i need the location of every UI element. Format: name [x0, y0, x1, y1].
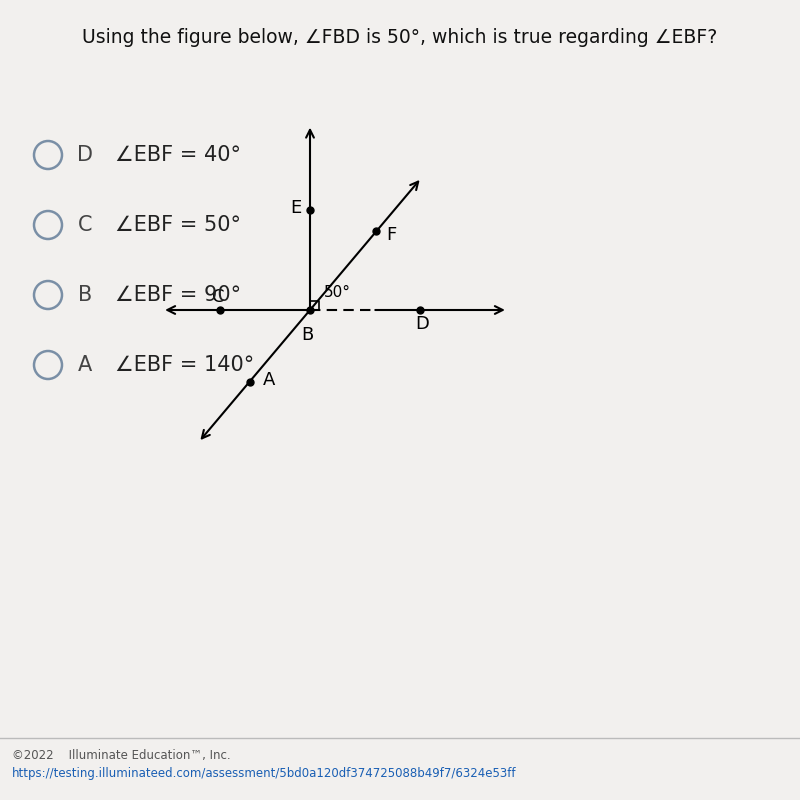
Text: F: F — [386, 226, 396, 245]
Text: ∠EBF = 50°: ∠EBF = 50° — [115, 215, 241, 235]
Text: A: A — [78, 355, 92, 375]
Text: E: E — [290, 199, 302, 217]
Text: D: D — [77, 145, 93, 165]
Text: B: B — [301, 326, 313, 344]
Text: Using the figure below, ∠FBD is 50°, which is true regarding ∠EBF?: Using the figure below, ∠FBD is 50°, whi… — [82, 28, 718, 47]
Text: B: B — [78, 285, 92, 305]
Text: 50°: 50° — [324, 285, 351, 300]
Text: https://testing.illuminateed.com/assessment/5bd0a120df374725088b49f7/6324e53ff: https://testing.illuminateed.com/assessm… — [12, 767, 517, 781]
Text: C: C — [78, 215, 92, 235]
Text: ∠EBF = 140°: ∠EBF = 140° — [115, 355, 254, 375]
Text: ∠EBF = 40°: ∠EBF = 40° — [115, 145, 241, 165]
Text: ∠EBF = 90°: ∠EBF = 90° — [115, 285, 241, 305]
Text: A: A — [262, 371, 275, 389]
Text: C: C — [212, 288, 224, 306]
Text: D: D — [415, 315, 429, 333]
Text: ©2022    Illuminate Education™, Inc.: ©2022 Illuminate Education™, Inc. — [12, 749, 230, 762]
